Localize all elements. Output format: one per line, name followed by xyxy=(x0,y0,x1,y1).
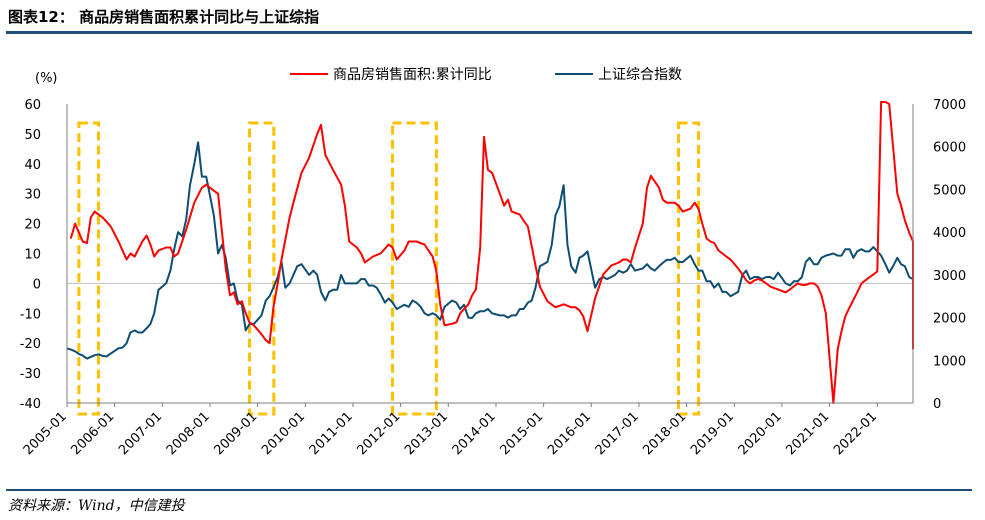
x-tick-label: 2017-01 xyxy=(593,409,642,458)
y-right-tick-label: 7000 xyxy=(933,98,966,113)
x-tick-label: 2006-01 xyxy=(68,409,117,458)
source-note: 资料来源：Wind，中信建投 xyxy=(8,498,185,514)
sales-series-layer xyxy=(69,101,914,404)
y-left-tick-label: -20 xyxy=(20,337,41,352)
chart-svg: 60 50 40 30 20 10 0 -10 -20 -30 -40 (%) 7000 6000 5000… xyxy=(20,67,966,458)
x-tick-label: 2008-01 xyxy=(164,409,213,458)
x-tick-label: 2019-01 xyxy=(688,409,737,458)
highlight-box xyxy=(391,121,438,416)
highlight-box xyxy=(677,121,701,416)
y-left-tick-label: -10 xyxy=(20,307,41,322)
y-left-tick-label: 40 xyxy=(24,158,41,173)
tick-labels: 60 50 40 30 20 10 0 -10 -20 -30 -40 (%) 7000 6000 5000… xyxy=(20,71,966,458)
x-tick-label: 2012-01 xyxy=(354,409,403,458)
y-left-tick-label: 30 xyxy=(24,188,41,203)
highlight-box xyxy=(77,121,100,416)
series-line-index xyxy=(66,141,914,360)
y-left-tick-label: 50 xyxy=(24,128,41,143)
y-right-tick-label: 0 xyxy=(933,397,941,412)
y-right-tick-label: 6000 xyxy=(933,141,966,156)
y-right-tick-label: 2000 xyxy=(933,312,966,327)
y-left-tick-label: 20 xyxy=(24,218,41,233)
y-right-tick-label: 3000 xyxy=(933,269,966,284)
x-tick-label: 2013-01 xyxy=(402,409,451,458)
axes xyxy=(66,104,914,404)
legend: 商品房销售面积:累计同比 上证综合指数 xyxy=(290,67,682,83)
y-left-unit-label: (%) xyxy=(35,71,58,86)
y-left-tick-label: 10 xyxy=(24,248,41,263)
legend-label-index: 上证综合指数 xyxy=(598,67,682,83)
legend-label-sales: 商品房销售面积:累计同比 xyxy=(333,67,492,83)
x-tick-label: 2020-01 xyxy=(736,409,785,458)
x-tick-label: 2010-01 xyxy=(259,409,308,458)
y-right-tick-label: 1000 xyxy=(933,354,966,369)
y-left-tick-label: -40 xyxy=(20,397,41,412)
x-tick-label: 2022-01 xyxy=(831,409,880,458)
y-left-tick-label: -30 xyxy=(20,367,41,382)
title-rule xyxy=(6,31,972,34)
series-line-sales xyxy=(69,101,914,404)
y-left-tick-label: 0 xyxy=(33,277,41,292)
x-tick-label: 2015-01 xyxy=(497,409,546,458)
y-right-tick-label: 5000 xyxy=(933,183,966,198)
x-tick-label: 2005-01 xyxy=(21,409,70,458)
x-tick-label: 2009-01 xyxy=(211,409,260,458)
x-tick-label: 2021-01 xyxy=(783,409,832,458)
highlight-box xyxy=(248,121,276,416)
x-tick-label: 2016-01 xyxy=(545,409,594,458)
x-tick-label: 2014-01 xyxy=(450,409,499,458)
x-tick-label: 2018-01 xyxy=(640,409,689,458)
y-left-tick-label: 60 xyxy=(24,98,41,113)
x-tick-label: 2011-01 xyxy=(307,409,356,458)
figure-title: 图表12： 商品房销售面积累计同比与上证综指 xyxy=(8,8,320,26)
source-rule xyxy=(6,489,972,491)
x-tick-label: 2007-01 xyxy=(116,409,165,458)
index-series-layer xyxy=(66,141,914,360)
y-right-tick-label: 4000 xyxy=(933,226,966,241)
highlight-boxes xyxy=(77,121,701,416)
